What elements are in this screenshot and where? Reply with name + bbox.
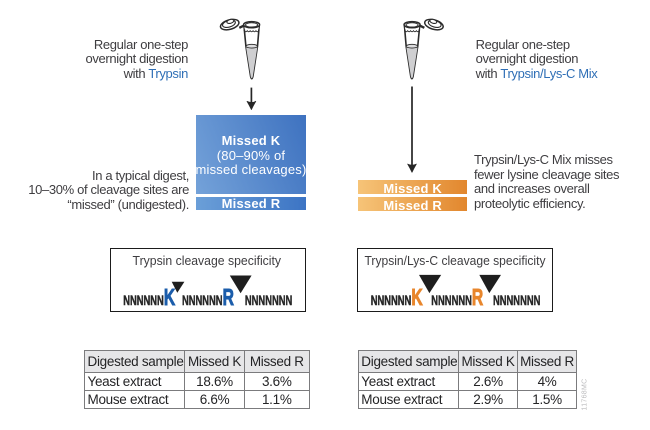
svg-text:Trypsin/Lys-C cleavage specifi: Trypsin/Lys-C cleavage specificity <box>365 253 546 268</box>
svg-text:Trypsin cleavage specificity: Trypsin cleavage specificity <box>133 253 282 268</box>
